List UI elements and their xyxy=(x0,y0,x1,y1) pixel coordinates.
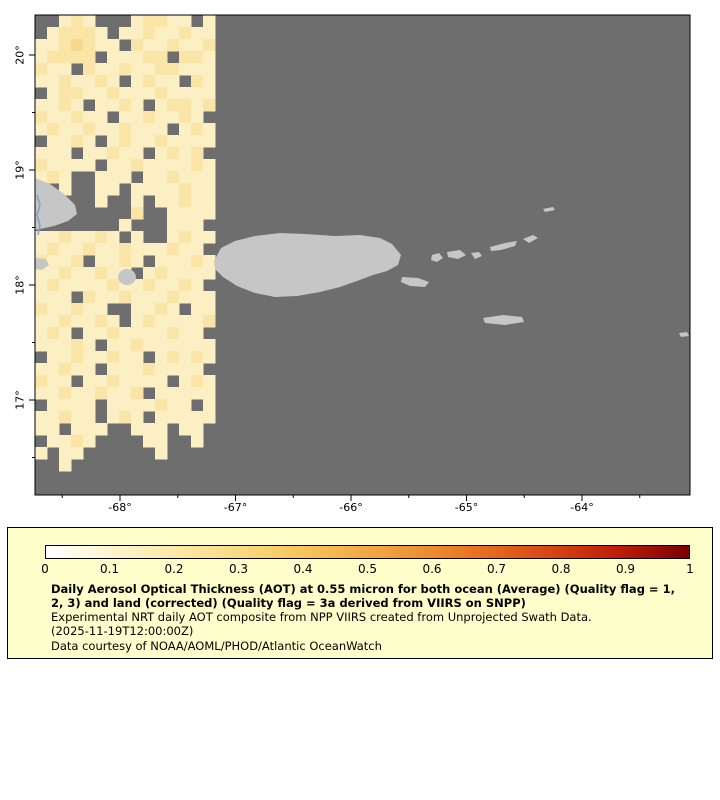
island-hispaniola-east-tip xyxy=(35,178,77,230)
legend-caption: Daily Aerosol Optical Thickness (AOT) at… xyxy=(51,582,675,611)
island-st-thomas xyxy=(447,250,466,259)
legend-timestamp: (2025-11-19T12:00:00Z) xyxy=(51,624,194,639)
island-tortola xyxy=(490,241,517,251)
island-saona xyxy=(35,258,49,270)
island-st-croix xyxy=(483,315,524,325)
legend-panel: 0 0.1 0.2 0.3 0.4 0.5 0.6 0.7 0.8 0.9 1 Daily Aero… xyxy=(7,527,713,659)
aot-data-cells xyxy=(35,15,216,472)
colorbar-tick-label: 0.2 xyxy=(164,562,184,576)
colorbar-tick-label: 0.9 xyxy=(615,562,636,576)
island-anegada xyxy=(543,207,555,212)
island-mona xyxy=(118,269,136,285)
colorbar-tick-label: 0.3 xyxy=(228,562,249,576)
island-st-john xyxy=(471,252,482,259)
coastline-river-line xyxy=(36,194,41,236)
island-vieques xyxy=(401,277,429,287)
map-frame xyxy=(34,14,691,496)
island-puerto-rico xyxy=(214,233,401,297)
aot-map xyxy=(29,14,691,501)
colorbar-tick-label: 0.5 xyxy=(357,562,378,576)
colorbar-tick-label: 0.4 xyxy=(293,562,313,576)
colorbar-tick-label: 0.1 xyxy=(99,562,120,576)
island-far-east-speck xyxy=(679,332,689,337)
colorbar-tick-label: 0.6 xyxy=(422,562,442,576)
colorbar-tick-label: 0.7 xyxy=(486,562,507,576)
colorbar-tick-labels: 0 0.1 0.2 0.3 0.4 0.5 0.6 0.7 0.8 0.9 1 xyxy=(41,562,694,577)
island-culebra xyxy=(431,253,443,262)
legend-text-block: Daily Aerosol Optical Thickness (AOT) at… xyxy=(51,582,683,653)
colorbar-tick-label: 1 xyxy=(686,562,694,576)
legend-credit: Data courtesy of NOAA/AOML/PHOD/Atlantic… xyxy=(51,638,382,653)
colorbar-tick-label: 0 xyxy=(41,562,49,576)
islands-group xyxy=(35,178,689,337)
colorbar xyxy=(45,545,690,559)
colorbar-tick-label: 0.8 xyxy=(551,562,571,576)
legend-description: Experimental NRT daily AOT composite fro… xyxy=(51,610,592,625)
island-virgin-gorda xyxy=(523,235,538,243)
